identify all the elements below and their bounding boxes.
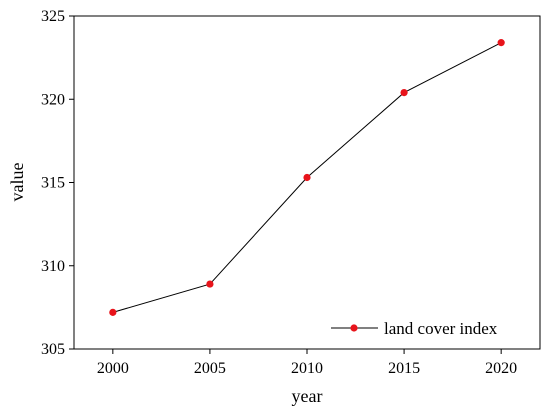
y-tick-label: 315 <box>41 175 65 192</box>
legend: land cover index <box>331 319 498 338</box>
y-tick-label: 310 <box>41 258 65 275</box>
y-axis-title: value <box>7 163 27 202</box>
series-layer <box>109 39 505 316</box>
data-point <box>206 280 214 288</box>
x-tick-label: 2000 <box>97 360 129 377</box>
y-axis-ticks: 305 310 315 320 325 <box>41 8 74 358</box>
data-point <box>109 308 117 316</box>
data-point <box>303 173 311 182</box>
data-point <box>400 88 408 97</box>
plot-frame <box>73 15 541 350</box>
data-point <box>497 39 505 47</box>
x-tick-label: 2020 <box>485 360 517 377</box>
x-tick-label: 2015 <box>388 360 420 377</box>
x-tick-label: 2005 <box>194 360 226 377</box>
legend-marker-swatch <box>350 324 358 332</box>
x-axis-ticks: 2000 2005 2010 2015 2020 <box>97 349 517 377</box>
y-tick-label: 325 <box>41 8 65 25</box>
x-tick-label: 2010 <box>291 360 323 377</box>
y-tick-label: 305 <box>41 341 65 358</box>
legend-label: land cover index <box>384 319 498 338</box>
y-tick-label: 320 <box>41 91 65 108</box>
x-axis-title: year <box>292 386 323 406</box>
